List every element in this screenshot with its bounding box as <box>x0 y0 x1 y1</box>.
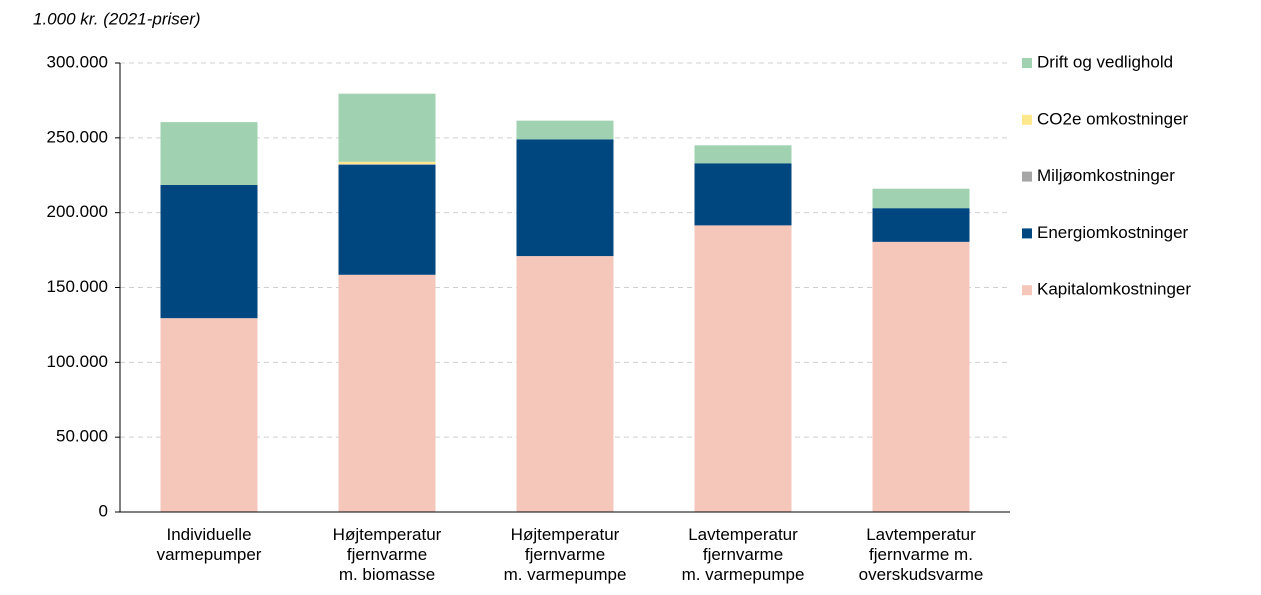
bar-segment <box>516 256 614 512</box>
bar-segment <box>338 274 436 512</box>
legend-swatch <box>1022 114 1032 125</box>
x-tick-label: Lavtemperatur fjernvarme m. overskudsvarme <box>859 525 984 584</box>
bar-segment <box>338 93 436 162</box>
bar-segment <box>160 122 258 185</box>
bar-segment <box>338 161 436 165</box>
bar-segment <box>694 225 792 512</box>
legend-swatch <box>1022 171 1032 182</box>
bar-segment <box>872 208 970 242</box>
y-tick-label: 200.000 <box>47 202 108 221</box>
legend-label: Kapitalomkostninger <box>1037 280 1191 299</box>
y-tick-label: 100.000 <box>47 352 108 371</box>
legend-label: CO2e omkostninger <box>1037 109 1189 128</box>
legend-label: Energiomkostninger <box>1037 223 1189 242</box>
bar-segment <box>160 184 258 319</box>
legend-label: Miljøomkostninger <box>1037 166 1175 185</box>
bar-segment <box>516 120 614 140</box>
bar-segment <box>338 164 436 275</box>
bar-segment <box>338 164 436 165</box>
bar-segment <box>872 188 970 209</box>
legend-swatch <box>1022 285 1032 296</box>
bar-segment <box>694 145 792 164</box>
bar-segment <box>516 139 614 257</box>
x-tick-label: Højtemperatur fjernvarme m. varmepumpe <box>504 525 627 584</box>
y-tick-label: 0 <box>99 501 108 520</box>
legend-label: Drift og vedlighold <box>1037 52 1173 71</box>
x-tick-label: Individuelle varmepumper <box>157 525 262 564</box>
y-tick-label: 300.000 <box>47 52 108 71</box>
x-tick-label: Lavtemperatur fjernvarme m. varmepumpe <box>682 525 805 584</box>
legend-swatch <box>1022 228 1032 239</box>
y-tick-label: 250.000 <box>47 127 108 146</box>
y-tick-label: 150.000 <box>47 277 108 296</box>
y-tick-label: 50.000 <box>56 427 108 446</box>
bar-segment <box>160 318 258 512</box>
bar-segment <box>872 241 970 512</box>
bar-segment <box>694 163 792 226</box>
x-tick-label: Højtemperatur fjernvarme m. biomasse <box>333 525 442 584</box>
legend-swatch <box>1022 58 1032 68</box>
y-axis-label: 1.000 kr. (2021-priser) <box>33 9 201 28</box>
